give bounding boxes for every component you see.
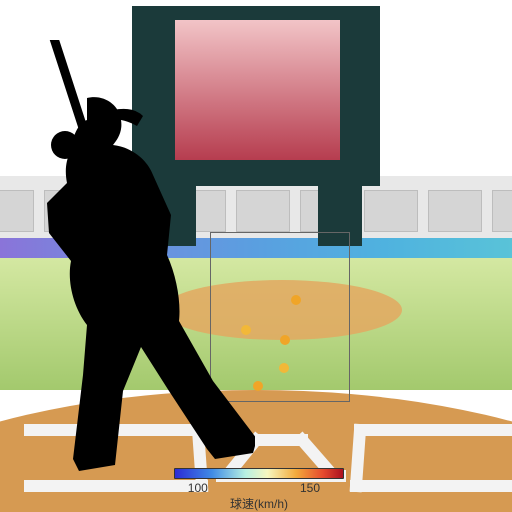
colorbar-title: 球速(km/h) [230, 495, 288, 512]
speed-colorbar [174, 468, 344, 479]
colorbar-tick-1: 150 [300, 481, 320, 495]
pitch-dot-0 [291, 295, 301, 305]
figure-root: 100 150 球速(km/h) [0, 0, 512, 512]
pitch-dot-3 [279, 363, 289, 373]
batter-silhouette [0, 40, 255, 510]
colorbar-tick-0: 100 [188, 481, 208, 495]
pitch-dot-2 [280, 335, 290, 345]
